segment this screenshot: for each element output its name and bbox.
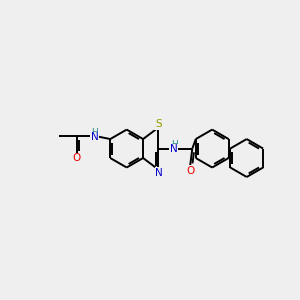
Text: H: H [91,128,98,137]
Text: O: O [73,153,81,163]
Text: O: O [186,166,194,176]
Text: N: N [91,132,99,142]
Text: S: S [155,119,161,129]
Text: N: N [155,168,163,178]
Text: N: N [170,144,178,154]
Text: H: H [171,140,178,149]
